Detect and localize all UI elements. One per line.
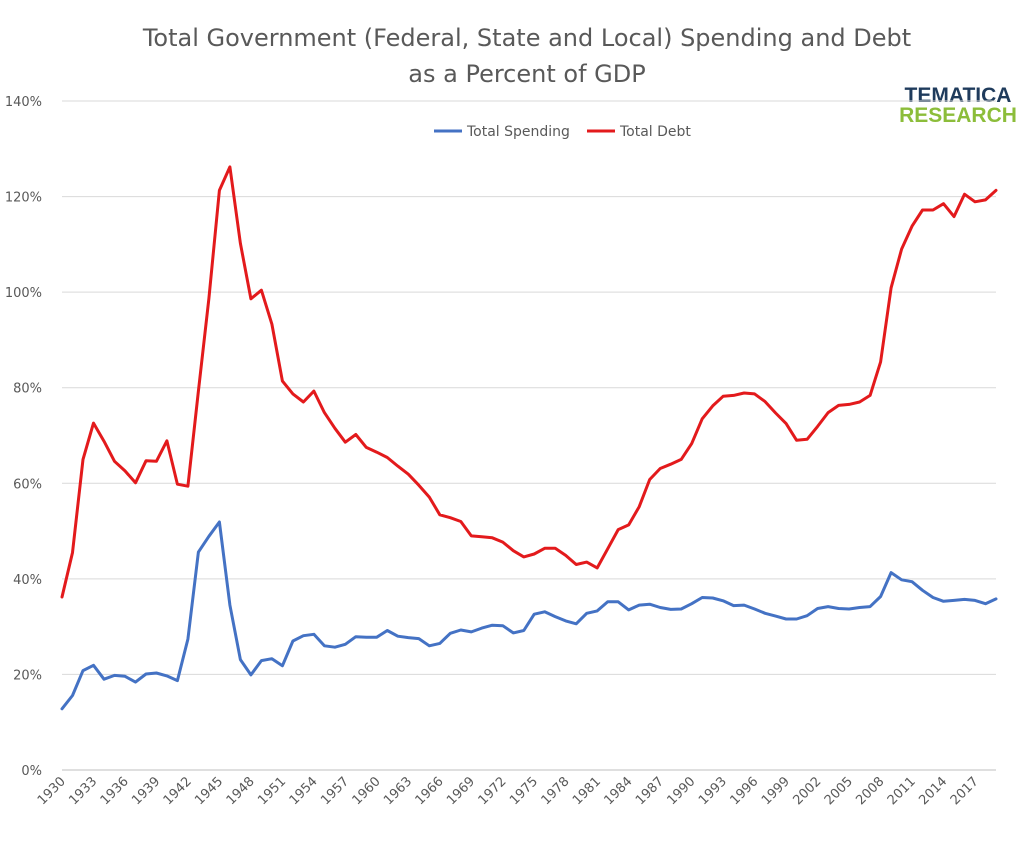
y-tick-label: 100% bbox=[5, 286, 42, 301]
x-tick-label: 1942 bbox=[161, 774, 195, 808]
legend: Total Spending Total Debt bbox=[434, 124, 691, 140]
x-tick-label: 1969 bbox=[444, 774, 478, 808]
series-line-total-debt bbox=[60, 165, 998, 599]
y-tick-label: 0% bbox=[21, 764, 42, 779]
x-tick-label: 1972 bbox=[476, 774, 510, 808]
x-tick-label: 1951 bbox=[255, 774, 289, 808]
x-tick-label: 1978 bbox=[539, 774, 573, 808]
x-tick-label: 1999 bbox=[759, 774, 793, 808]
x-tick-label: 2011 bbox=[885, 774, 919, 808]
y-tick-label: 120% bbox=[5, 191, 42, 206]
x-tick-label: 1975 bbox=[507, 774, 541, 808]
legend-label-total-debt: Total Debt bbox=[619, 124, 691, 140]
x-tick-label: 1996 bbox=[727, 774, 761, 808]
x-tick-label: 1987 bbox=[633, 774, 667, 808]
x-tick-label: 1966 bbox=[413, 774, 447, 808]
x-tick-label: 2017 bbox=[948, 774, 982, 808]
x-tick-label: 1960 bbox=[350, 774, 384, 808]
y-axis-ticks: 0% 20% 40% 60% 80% 100% 120% 140% bbox=[5, 95, 42, 779]
x-tick-label: 2005 bbox=[822, 774, 856, 808]
x-tick-label: 1930 bbox=[35, 774, 69, 808]
legend-label-total-spending: Total Spending bbox=[466, 124, 570, 140]
series-line-total-spending bbox=[60, 520, 998, 711]
x-tick-label: 1948 bbox=[224, 774, 258, 808]
gridlines bbox=[62, 100, 996, 675]
y-tick-label: 140% bbox=[5, 95, 42, 110]
x-tick-label: 1945 bbox=[192, 774, 226, 808]
x-axis-ticks: 1930193319361939194219451948195119541957… bbox=[35, 774, 982, 808]
x-tick-label: 1939 bbox=[129, 774, 163, 808]
x-tick-label: 1933 bbox=[66, 774, 100, 808]
x-tick-label: 1936 bbox=[98, 774, 132, 808]
logo-line2: RESEARCH bbox=[899, 104, 1017, 127]
x-tick-label: 1984 bbox=[602, 774, 636, 808]
chart-title-line2: as a Percent of GDP bbox=[408, 60, 645, 88]
series-lines bbox=[60, 165, 998, 711]
x-tick-label: 1981 bbox=[570, 774, 604, 808]
x-tick-label: 2008 bbox=[853, 774, 887, 808]
chart-title-line1: Total Government (Federal, State and Loc… bbox=[142, 24, 911, 52]
x-tick-label: 2014 bbox=[916, 774, 950, 808]
x-tick-label: 1957 bbox=[318, 774, 352, 808]
x-tick-label: 1990 bbox=[664, 774, 698, 808]
logo: TEMATICA RESEARCH bbox=[899, 84, 1017, 127]
x-tick-label: 2002 bbox=[790, 774, 824, 808]
x-tick-label: 1954 bbox=[287, 774, 321, 808]
y-tick-label: 20% bbox=[13, 668, 42, 683]
y-tick-label: 80% bbox=[13, 382, 42, 397]
x-tick-label: 1993 bbox=[696, 774, 730, 808]
x-tick-label: 1963 bbox=[381, 774, 415, 808]
y-tick-label: 60% bbox=[13, 477, 42, 492]
y-tick-label: 40% bbox=[13, 573, 42, 588]
